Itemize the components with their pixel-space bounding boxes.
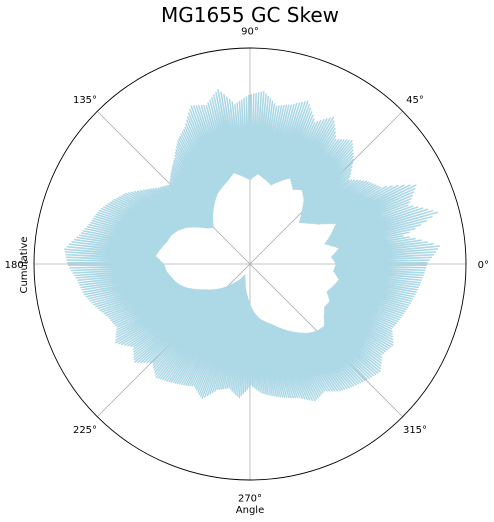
theta-tick-135: 135° bbox=[73, 95, 97, 106]
series-gc-skew bbox=[64, 89, 440, 402]
theta-tick-0: 0° bbox=[478, 260, 489, 271]
theta-tick-90: 90° bbox=[241, 27, 259, 38]
polar-grid bbox=[34, 48, 466, 480]
theta-tick-180: 180° bbox=[5, 260, 29, 271]
polar-frame bbox=[33, 47, 467, 481]
grid-line-135 bbox=[96, 110, 404, 418]
y-axis-label: Cumulative bbox=[19, 236, 30, 293]
theta-tick-270: 270° bbox=[238, 493, 262, 504]
chart-title: MG1655 GC Skew bbox=[161, 3, 339, 27]
x-axis-label: Angle bbox=[236, 505, 264, 516]
theta-tick-labels: 0° 45° 90° 135° 180° 225° 270° 315° bbox=[5, 27, 489, 505]
theta-tick-225: 225° bbox=[73, 425, 97, 436]
gc-skew-line bbox=[64, 89, 440, 402]
theta-tick-45: 45° bbox=[406, 95, 424, 106]
theta-tick-315: 315° bbox=[403, 425, 427, 436]
